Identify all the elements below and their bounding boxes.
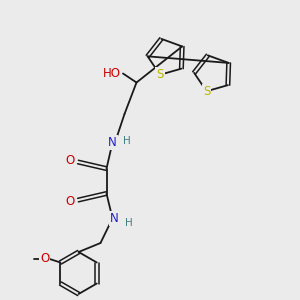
Text: S: S [203,85,210,98]
Text: HO: HO [103,67,121,80]
Text: O: O [66,154,75,167]
Text: N: N [110,212,118,225]
Text: H: H [125,218,133,228]
Text: S: S [156,68,164,81]
Text: O: O [40,252,50,266]
Text: H: H [123,136,131,146]
Text: O: O [66,195,75,208]
Text: N: N [108,136,117,149]
